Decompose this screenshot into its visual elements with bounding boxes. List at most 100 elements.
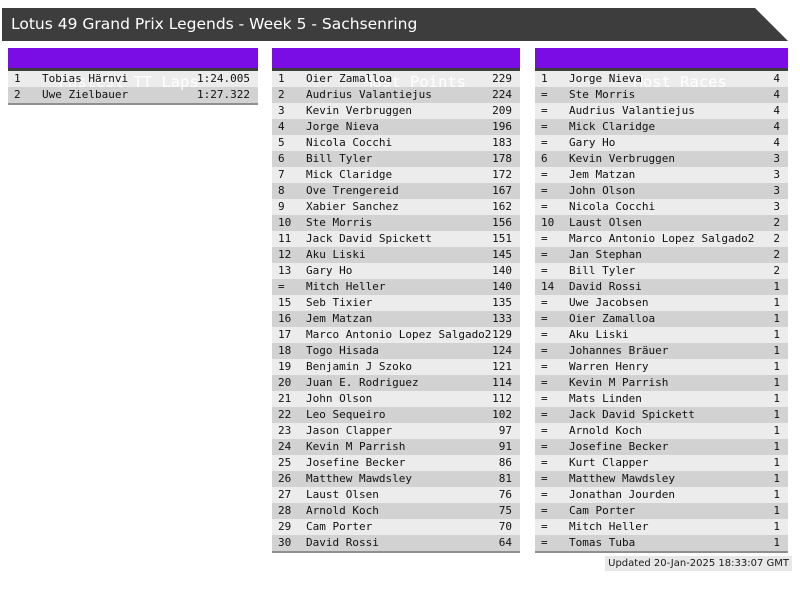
value-cell: 2 <box>773 232 780 245</box>
rank-cell: 19 <box>278 360 292 373</box>
value-cell: 183 <box>492 136 512 149</box>
table-row: = Oier Zamalloa 1 <box>535 311 788 327</box>
panel-body: 1 Tobias Härnvi 1:24.005 2 Uwe Zielbauer 1:27… <box>8 71 258 105</box>
name-cell: Bill Tyler <box>569 264 636 277</box>
table-row: = Josefine Becker 1 <box>535 439 788 455</box>
name-cell: Matthew Mawdsley <box>569 472 675 485</box>
rank-cell: 2 <box>14 88 21 101</box>
table-row: 5 Nicola Cocchi 183 <box>272 135 520 151</box>
table-row: = Ste Morris 4 <box>535 87 788 103</box>
name-cell: Oier Zamalloa <box>569 312 656 325</box>
name-cell: Cam Porter <box>569 504 636 517</box>
table-row: 26 Matthew Mawdsley 81 <box>272 471 520 487</box>
name-cell: David Rossi <box>306 536 379 549</box>
name-cell: Jorge Nieva <box>306 120 379 133</box>
value-cell: 209 <box>492 104 512 117</box>
rank-cell: 11 <box>278 232 292 245</box>
value-cell: 81 <box>498 472 512 485</box>
rank-cell: = <box>541 296 548 309</box>
name-cell: Kevin M Parrish <box>569 376 669 389</box>
name-cell: Kevin M Parrish <box>306 440 406 453</box>
rank-cell: = <box>541 488 548 501</box>
name-cell: Cam Porter <box>306 520 373 533</box>
name-cell: Arnold Koch <box>569 424 642 437</box>
rank-cell: 4 <box>278 120 285 133</box>
rank-cell: 24 <box>278 440 292 453</box>
panel-most-races: Most Races 1 Jorge Nieva 4 = Ste Morris 4 = Aud… <box>535 48 788 553</box>
name-cell: Jack David Spickett <box>569 408 695 421</box>
table-row: = Marco Antonio Lopez Salgado2 2 <box>535 231 788 247</box>
name-cell: Mick Claridge <box>569 120 656 133</box>
table-row: 12 Aku Liski 145 <box>272 247 520 263</box>
name-cell: Jan Stephan <box>569 248 642 261</box>
table-row: = Jonathan Jourden 1 <box>535 487 788 503</box>
value-cell: 140 <box>492 280 512 293</box>
panel-header: Most Points <box>272 48 520 91</box>
table-row: = Jan Stephan 2 <box>535 247 788 263</box>
value-cell: 135 <box>492 296 512 309</box>
value-cell: 70 <box>498 520 512 533</box>
table-row: 10 Laust Olsen 2 <box>535 215 788 231</box>
rank-cell: 16 <box>278 312 292 325</box>
value-cell: 229 <box>492 72 512 85</box>
value-cell: 75 <box>498 504 512 517</box>
table-row: = Cam Porter 1 <box>535 503 788 519</box>
name-cell: Audrius Valantiejus <box>569 104 695 117</box>
rank-cell: = <box>278 280 285 293</box>
rank-cell: 28 <box>278 504 292 517</box>
name-cell: Jem Matzan <box>306 312 373 325</box>
value-cell: 2 <box>773 248 780 261</box>
table-row: 2 Uwe Zielbauer 1:27.322 <box>8 87 258 103</box>
table-row: 6 Bill Tyler 178 <box>272 151 520 167</box>
rank-cell: = <box>541 88 548 101</box>
value-cell: 1 <box>773 408 780 421</box>
rank-cell: = <box>541 200 548 213</box>
value-cell: 1 <box>773 504 780 517</box>
rank-cell: = <box>541 248 548 261</box>
name-cell: Tobias Härnvi <box>42 72 129 85</box>
value-cell: 178 <box>492 152 512 165</box>
value-cell: 162 <box>492 200 512 213</box>
rank-cell: = <box>541 264 548 277</box>
page-title: Lotus 49 Grand Prix Legends - Week 5 - S… <box>11 15 418 33</box>
table-row: 25 Josefine Becker 86 <box>272 455 520 471</box>
rank-cell: = <box>541 232 548 245</box>
name-cell: Uwe Zielbauer <box>42 88 129 101</box>
rank-cell: 18 <box>278 344 292 357</box>
name-cell: Jack David Spickett <box>306 232 432 245</box>
value-cell: 4 <box>773 120 780 133</box>
panel-most-points: Most Points 1 Oier Zamalloa 229 2 Audrius Va… <box>272 48 520 553</box>
value-cell: 1 <box>773 360 780 373</box>
name-cell: Benjamin J Szoko <box>306 360 412 373</box>
table-row: = Aku Liski 1 <box>535 327 788 343</box>
rank-cell: 26 <box>278 472 292 485</box>
name-cell: Aku Liski <box>569 328 629 341</box>
value-cell: 2 <box>773 216 780 229</box>
name-cell: Tomas Tuba <box>569 536 636 549</box>
table-row: = Bill Tyler 2 <box>535 263 788 279</box>
table-row: 20 Juan E. Rodriguez 114 <box>272 375 520 391</box>
name-cell: Warren Henry <box>569 360 649 373</box>
name-cell: Audrius Valantiejus <box>306 88 432 101</box>
value-cell: 4 <box>773 104 780 117</box>
table-row: = Nicola Cocchi 3 <box>535 199 788 215</box>
value-cell: 3 <box>773 152 780 165</box>
table-row: 1 Oier Zamalloa 229 <box>272 71 520 87</box>
rank-cell: 1 <box>541 72 548 85</box>
table-row: = Mitch Heller 140 <box>272 279 520 295</box>
rank-cell: = <box>541 440 548 453</box>
panel-title: Most Points <box>363 73 466 91</box>
rank-cell: = <box>541 184 548 197</box>
rank-cell: 2 <box>278 88 285 101</box>
value-cell: 1 <box>773 344 780 357</box>
title-bar: Lotus 49 Grand Prix Legends - Week 5 - S… <box>2 8 788 41</box>
rank-cell: = <box>541 520 548 533</box>
name-cell: Kurt Clapper <box>569 456 649 469</box>
table-row: 10 Ste Morris 156 <box>272 215 520 231</box>
name-cell: Bill Tyler <box>306 152 373 165</box>
table-row: 18 Togo Hisada 124 <box>272 343 520 359</box>
name-cell: Oier Zamalloa <box>306 72 393 85</box>
value-cell: 76 <box>498 488 512 501</box>
value-cell: 1 <box>773 520 780 533</box>
table-row: = Kevin M Parrish 1 <box>535 375 788 391</box>
